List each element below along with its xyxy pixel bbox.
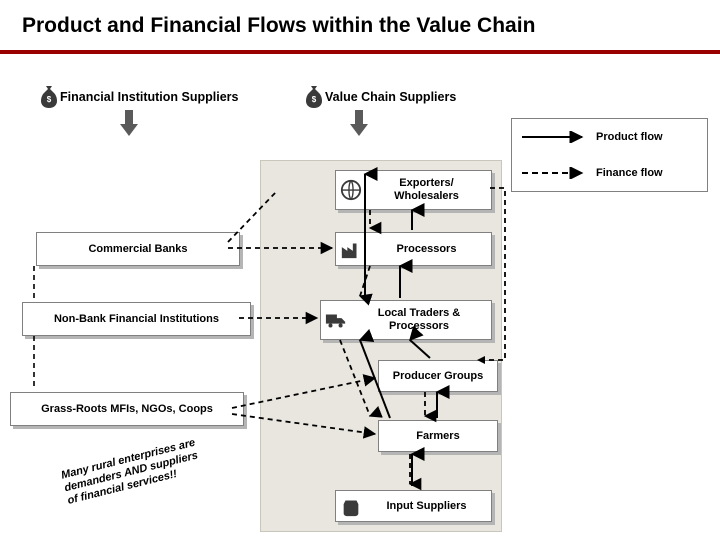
legend-box: Product flow Finance flow bbox=[511, 118, 708, 192]
slide: Product and Financial Flows within the V… bbox=[0, 0, 720, 540]
legend-label-finance: Finance flow bbox=[596, 167, 699, 179]
node-farmers: Farmers bbox=[378, 420, 498, 452]
legend-line-solid bbox=[520, 130, 590, 144]
down-arrow-icon bbox=[120, 110, 138, 136]
svg-text:$: $ bbox=[47, 95, 52, 104]
node-nonbank-fi: Non-Bank Financial Institutions bbox=[22, 302, 251, 336]
node-local-traders: Local Traders & Processors bbox=[320, 300, 492, 340]
legend-row-product: Product flow bbox=[512, 119, 707, 155]
legend-label-product: Product flow bbox=[596, 131, 699, 143]
moneybag-icon: $ bbox=[305, 86, 323, 108]
node-processors: Processors bbox=[335, 232, 492, 266]
node-label: Commercial Banks bbox=[88, 243, 187, 256]
node-grassroots: Grass-Roots MFIs, NGOs, Coops bbox=[10, 392, 244, 426]
factory-icon bbox=[336, 233, 366, 265]
truck-icon bbox=[321, 301, 351, 339]
node-input-suppliers: Input Suppliers bbox=[335, 490, 492, 522]
legend-line-dashed bbox=[520, 166, 590, 180]
node-label: Farmers bbox=[379, 426, 497, 447]
title-underline bbox=[0, 50, 720, 54]
node-label: Exporters/ Wholesalers bbox=[366, 173, 491, 206]
bag-icon bbox=[336, 491, 366, 521]
node-producer-groups: Producer Groups bbox=[378, 360, 498, 392]
node-label: Non-Bank Financial Institutions bbox=[54, 313, 219, 326]
down-arrow-icon bbox=[350, 110, 368, 136]
slide-title: Product and Financial Flows within the V… bbox=[22, 14, 535, 38]
node-exporters: Exporters/ Wholesalers bbox=[335, 170, 492, 210]
node-label: Processors bbox=[366, 239, 491, 260]
callout-text: Many rural enterprises are demanders AND… bbox=[60, 437, 203, 509]
node-commercial-banks: Commercial Banks bbox=[36, 232, 240, 266]
value-chain-column bbox=[260, 160, 502, 532]
node-label: Local Traders & Processors bbox=[351, 303, 491, 336]
right-column-header: Value Chain Suppliers bbox=[325, 90, 456, 104]
left-column-header: Financial Institution Suppliers bbox=[60, 90, 239, 104]
node-label: Grass-Roots MFIs, NGOs, Coops bbox=[41, 403, 213, 416]
legend-row-finance: Finance flow bbox=[512, 155, 707, 191]
moneybag-icon: $ bbox=[40, 86, 58, 108]
svg-text:$: $ bbox=[312, 95, 317, 104]
node-label: Input Suppliers bbox=[366, 496, 491, 517]
globe-icon bbox=[336, 171, 366, 209]
node-label: Producer Groups bbox=[379, 366, 497, 387]
